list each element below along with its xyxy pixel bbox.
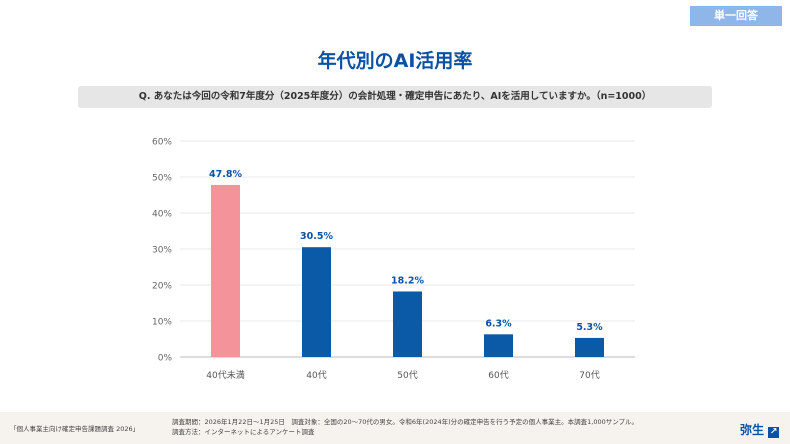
x-tick-label: 60代 xyxy=(488,370,508,381)
question-bar: Q. あなたは今回の令和7年度分（2025年度分）の会計処理・確定申告にあたり、… xyxy=(78,86,712,108)
y-tick-label: 0% xyxy=(158,354,173,364)
survey-source: 「個人事業主向け確定申告課題調査 2026」 xyxy=(10,425,140,433)
data-label: 6.3% xyxy=(485,318,512,329)
data-label: 5.3% xyxy=(576,322,603,333)
survey-period: 調査期間：2026年1月22日〜1月25日 調査対象：全国の20〜70代の男女。… xyxy=(172,418,639,426)
data-label: 30.5% xyxy=(300,231,333,242)
y-tick-label: 50% xyxy=(152,174,172,184)
data-label: 47.8% xyxy=(209,169,242,180)
bar xyxy=(393,291,422,357)
y-tick-label: 40% xyxy=(152,210,172,220)
bar xyxy=(575,337,604,357)
x-tick-label: 40代 xyxy=(306,370,326,381)
bar xyxy=(302,247,331,357)
data-label: 18.2% xyxy=(391,275,424,286)
survey-details: 調査期間：2026年1月22日〜1月25日 調査対象：全国の20〜70代の男女。… xyxy=(172,417,638,437)
bar xyxy=(211,184,240,357)
bar xyxy=(484,334,513,357)
survey-method: 調査方法：インターネットによるアンケート調査 xyxy=(172,428,315,436)
y-tick-label: 60% xyxy=(152,138,172,148)
x-tick-label: 40代未満 xyxy=(206,369,244,381)
y-tick-label: 30% xyxy=(152,246,172,256)
page-title: 年代別のAI活用率 xyxy=(317,50,473,72)
x-tick-label: 50代 xyxy=(397,370,417,381)
arrow-icon: ↗ xyxy=(768,427,780,438)
yayoi-logo: 弥生 ↗ xyxy=(740,423,780,438)
footer: 「個人事業主向け確定申告課題調査 2026」 調査期間：2026年1月22日〜1… xyxy=(0,412,790,444)
y-tick-label: 20% xyxy=(152,282,172,292)
single-answer-badge: 単一回答 xyxy=(690,6,782,26)
bar-chart: 0% 10% 20% 30% 40% 50% 60% 47.8% 40代未満 30.5% 40代 18… xyxy=(152,138,635,381)
y-tick-label: 10% xyxy=(152,318,172,328)
x-tick-label: 70代 xyxy=(579,370,599,381)
